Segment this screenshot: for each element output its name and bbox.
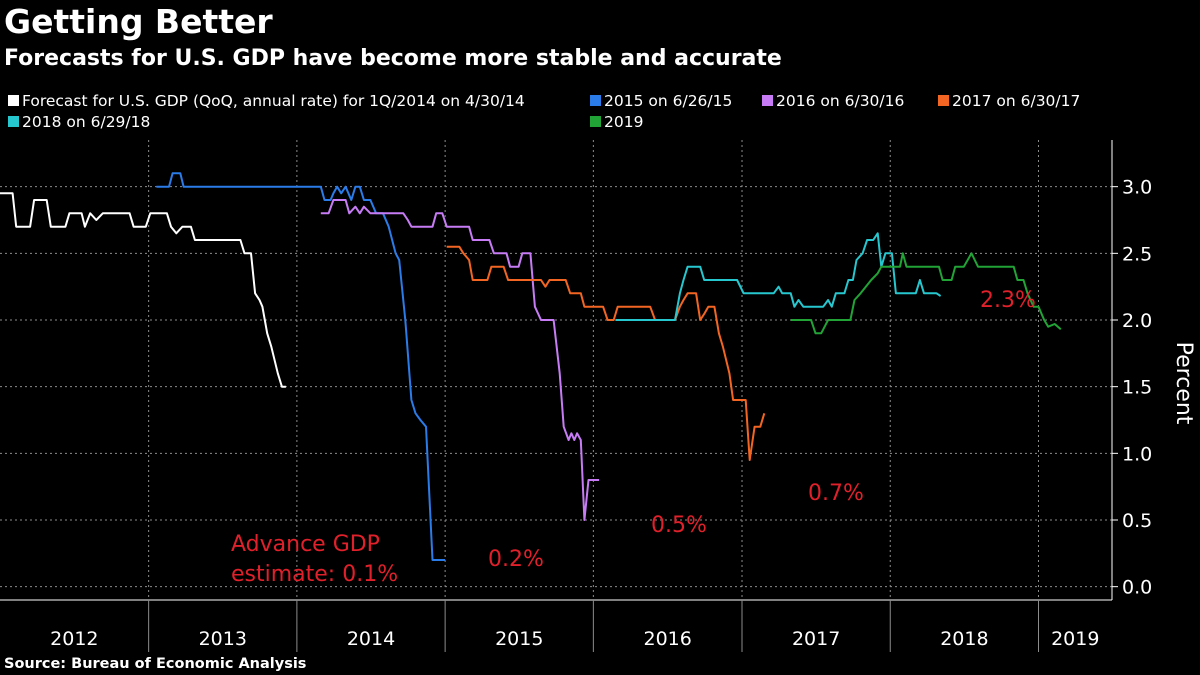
legend-item-2018: 2018 on 6/29/18 <box>8 111 150 132</box>
legend-label-2018: 2018 on 6/29/18 <box>22 112 151 131</box>
legend-label-2014: Forecast for U.S. GDP (QoQ, annual rate)… <box>22 91 525 110</box>
y-axis: 0.0 0.5 1.0 1.5 2.0 2.5 3.0 <box>1111 140 1152 600</box>
legend-label-2016: 2016 on 6/30/16 <box>776 91 905 110</box>
x-tick-label: 2013 <box>199 628 247 650</box>
legend-swatch-2018 <box>8 116 19 127</box>
series-2014 <box>0 192 286 388</box>
chart-subtitle: Forecasts for U.S. GDP have become more … <box>4 46 782 71</box>
x-tick-label: 2017 <box>792 628 840 650</box>
x-tick-label: 2012 <box>50 628 98 650</box>
label-2018: 2.3% <box>980 288 1036 313</box>
y-tick-label: 3.0 <box>1122 177 1152 199</box>
series-lines <box>0 172 1062 561</box>
legend-swatch-2017 <box>938 95 949 106</box>
legend-item-2016: 2016 on 6/30/16 <box>762 90 904 111</box>
y-tick-label: 0.0 <box>1122 577 1152 599</box>
x-tick-label: 2015 <box>495 628 543 650</box>
y-tick-label: 0.5 <box>1122 510 1152 532</box>
label-2015: 0.2% <box>488 547 544 572</box>
series-2019 <box>790 252 1062 335</box>
label-2016: 0.5% <box>651 513 707 538</box>
legend: Forecast for U.S. GDP (QoQ, annual rate)… <box>0 90 1200 132</box>
y-axis-label: Percent <box>1171 342 1196 425</box>
annotations: Advance GDP estimate: 0.1% 0.2% 0.5% 0.7% 2.3… <box>231 288 1036 587</box>
y-tick-label: 2.5 <box>1122 243 1152 265</box>
legend-swatch-2015 <box>590 95 601 106</box>
legend-item-2019: 2019 <box>590 111 643 132</box>
chart-title: Getting Better <box>4 2 273 41</box>
x-tick-label: 2019 <box>1051 628 1099 650</box>
legend-swatch-2019 <box>590 116 601 127</box>
y-tick-label: 1.0 <box>1122 443 1152 465</box>
legend-item-2014: Forecast for U.S. GDP (QoQ, annual rate)… <box>8 90 525 111</box>
x-axis: 2012 2013 2014 2015 2016 2017 2018 2019 <box>0 599 1112 652</box>
legend-swatch-2016 <box>762 95 773 106</box>
series-2016 <box>320 199 600 521</box>
y-tick-label: 1.5 <box>1122 377 1152 399</box>
advance-estimate-label: Advance GDP estimate: 0.1% <box>231 532 398 587</box>
y-tick-label: 2.0 <box>1122 310 1152 332</box>
legend-label-2019: 2019 <box>604 112 644 131</box>
label-2017: 0.7% <box>808 481 864 506</box>
x-tick-label: 2014 <box>347 628 395 650</box>
series-2017 <box>446 245 766 461</box>
source-note: Source: Bureau of Economic Analysis <box>4 656 307 672</box>
legend-label-2017: 2017 on 6/30/17 <box>952 91 1081 110</box>
x-tick-label: 2016 <box>644 628 692 650</box>
legend-item-2017: 2017 on 6/30/17 <box>938 90 1080 111</box>
series-2015 <box>156 172 446 561</box>
legend-item-2015: 2015 on 6/26/15 <box>590 90 732 111</box>
x-tick-label: 2018 <box>940 628 988 650</box>
legend-swatch-2014 <box>8 95 19 106</box>
series-2018 <box>615 232 942 321</box>
grid-lines <box>0 140 1112 600</box>
legend-label-2015: 2015 on 6/26/15 <box>604 91 733 110</box>
